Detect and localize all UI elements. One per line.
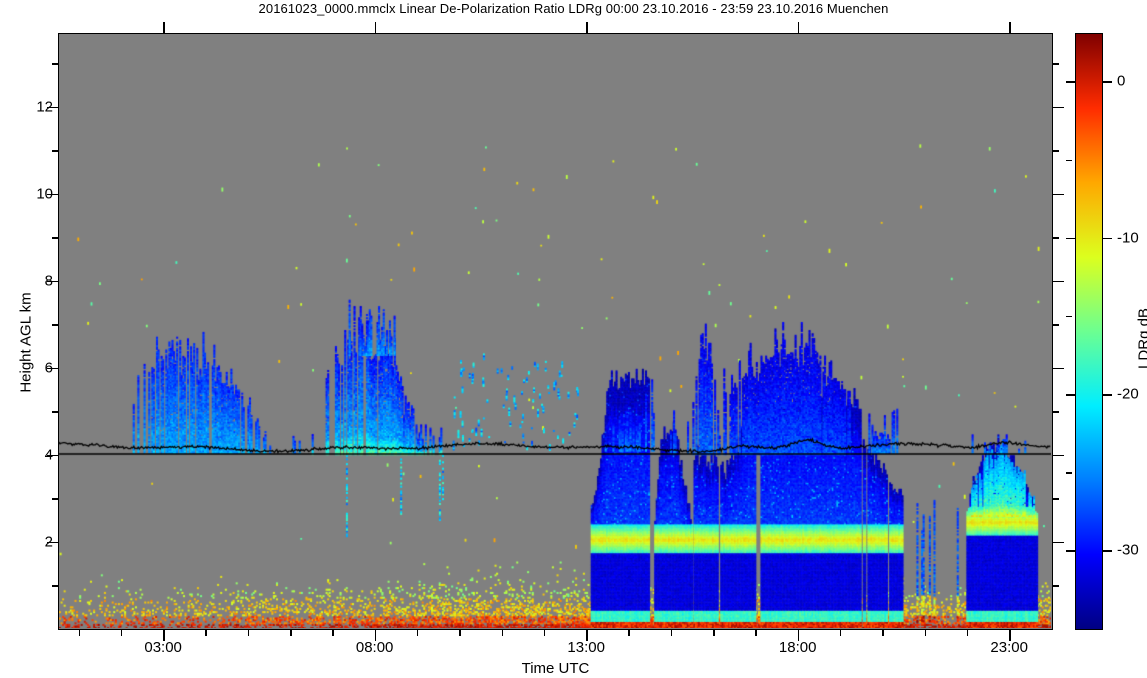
y-tick-label: 12 [36, 98, 53, 116]
x-tick-major [374, 630, 377, 641]
x-tick-minor [882, 630, 884, 636]
x-tick-minor [543, 630, 546, 636]
x-tick-minor [501, 630, 504, 636]
y-tick-minor-right [1053, 150, 1059, 152]
y-tick-minor [52, 150, 58, 152]
y-tick-minor [52, 411, 58, 413]
y-tick-major-right [1053, 280, 1064, 283]
x-tick-label: 23:00 [990, 639, 1028, 656]
y-tick-minor [52, 498, 58, 500]
colorbar [1075, 33, 1103, 630]
x-tick-minor [120, 630, 123, 636]
x-tick-major [797, 630, 800, 641]
y-tick-label: 10 [36, 185, 53, 203]
colorbar-tick-label: 0 [1117, 72, 1126, 90]
x-tick-minor [839, 630, 842, 636]
x-tick-minor [713, 630, 715, 636]
y-tick-major [47, 454, 58, 457]
x-tick-minor [247, 630, 250, 636]
x-tick-major-top [797, 22, 800, 33]
x-tick-major [163, 630, 165, 641]
x-tick-major-top [374, 22, 377, 33]
heatmap-canvas [59, 34, 1051, 628]
colorbar-tick-label: -10 [1117, 229, 1139, 247]
y-tick-minor-right [1053, 411, 1059, 413]
colorbar-tick-left [1066, 394, 1075, 396]
y-tick-major-right [1053, 367, 1064, 370]
x-tick-label: 08:00 [355, 639, 394, 656]
colorbar-tick-minor [1066, 472, 1072, 474]
y-tick-major [47, 106, 58, 109]
colorbar-gradient [1076, 34, 1102, 629]
colorbar-tick-right [1103, 394, 1112, 396]
x-tick-major [1009, 630, 1011, 641]
y-tick-major-right [1053, 541, 1064, 544]
colorbar-tick-label: -30 [1117, 541, 1139, 559]
colorbar-tick-minor [1066, 315, 1072, 318]
y-tick-major [47, 280, 58, 283]
x-tick-label: 18:00 [778, 639, 817, 656]
y-tick-major-right [1053, 193, 1064, 196]
x-tick-minor [290, 630, 292, 636]
colorbar-tick-right [1103, 550, 1112, 552]
colorbar-tick-minor [1066, 159, 1072, 162]
y-tick-major [47, 193, 58, 196]
y-tick-minor [52, 585, 58, 587]
x-tick-minor [966, 630, 969, 636]
page-title: 20161023_0000.mmclx Linear De-Polarizati… [258, 1, 889, 16]
x-tick-label: 03:00 [144, 639, 182, 656]
colorbar-tick-left [1066, 237, 1075, 240]
y-tick-major-right [1053, 454, 1064, 457]
y-tick-minor-right [1053, 63, 1059, 65]
plot-area [58, 33, 1053, 630]
x-axis-title: Time UTC [521, 660, 590, 677]
x-tick-minor [459, 630, 461, 636]
y-axis-title: Height AGL km [17, 292, 35, 393]
y-tick-minor-right [1053, 498, 1059, 500]
x-tick-minor [416, 630, 419, 636]
x-tick-minor [628, 630, 630, 636]
y-tick-minor [52, 237, 58, 239]
colorbar-tick-right [1103, 81, 1112, 83]
y-tick-minor [52, 324, 58, 326]
x-tick-label: 13:00 [567, 639, 605, 656]
y-tick-label: 2 [44, 533, 53, 551]
y-tick-major [47, 367, 58, 370]
y-tick-minor [52, 63, 58, 65]
y-tick-label: 4 [44, 446, 53, 464]
x-tick-major-top [1009, 22, 1011, 33]
x-tick-minor [924, 630, 927, 636]
colorbar-tick-label: -20 [1117, 385, 1139, 403]
colorbar-tick-left [1066, 81, 1075, 83]
x-tick-minor [755, 630, 757, 636]
x-tick-major [586, 630, 588, 641]
x-tick-minor [205, 630, 207, 636]
x-tick-major-top [163, 22, 165, 33]
y-tick-minor-right [1053, 237, 1059, 239]
x-tick-major-top [586, 22, 588, 33]
colorbar-tick-left [1066, 550, 1075, 552]
y-tick-label: 8 [44, 272, 53, 290]
x-tick-minor [332, 630, 334, 636]
y-tick-label: 6 [44, 359, 53, 377]
y-tick-major [47, 541, 58, 544]
x-tick-minor [78, 630, 81, 636]
x-tick-minor [670, 630, 673, 636]
colorbar-tick-right [1103, 237, 1112, 240]
y-tick-minor-right [1053, 324, 1059, 326]
y-tick-major-right [1053, 106, 1064, 109]
y-tick-minor-right [1053, 585, 1059, 587]
